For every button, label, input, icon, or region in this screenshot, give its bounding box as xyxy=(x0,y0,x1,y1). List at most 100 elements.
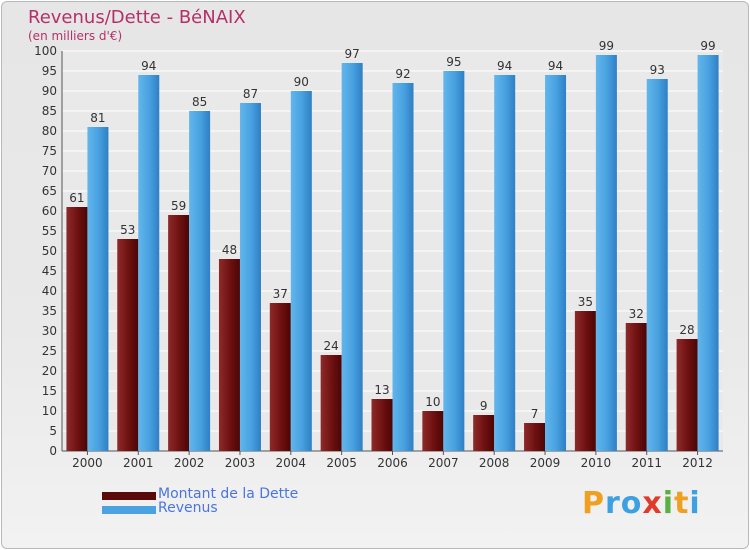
data-label-debt: 59 xyxy=(171,199,186,213)
bar-revenue xyxy=(341,63,363,451)
y-tick-label: 80 xyxy=(42,124,57,138)
chart-title: Revenus/Dette - BéNAIX xyxy=(28,7,246,28)
data-label-revenue: 90 xyxy=(294,75,309,89)
bar-revenue xyxy=(392,83,414,451)
x-tick-label: 2010 xyxy=(581,456,612,470)
x-tick-label: 2005 xyxy=(326,456,357,470)
logo-letter: i xyxy=(689,486,701,521)
y-tick-label: 95 xyxy=(42,64,57,78)
data-label-revenue: 99 xyxy=(700,39,715,53)
y-tick-label: 65 xyxy=(42,184,57,198)
data-label-revenue: 92 xyxy=(395,67,410,81)
x-tick-label: 2009 xyxy=(530,456,561,470)
bar-debt xyxy=(269,303,291,451)
data-label-debt: 53 xyxy=(120,223,135,237)
logo-letter: o xyxy=(620,486,643,521)
bar-debt xyxy=(625,323,647,451)
y-tick-label: 5 xyxy=(49,424,57,438)
bar-debt xyxy=(574,311,596,451)
y-tick-label: 60 xyxy=(42,204,57,218)
logo-letter: x xyxy=(642,486,663,521)
y-tick-label: 25 xyxy=(42,344,57,358)
y-tick-label: 30 xyxy=(42,324,57,338)
data-label-debt: 37 xyxy=(273,287,288,301)
x-tick-label: 2012 xyxy=(682,456,713,470)
bar-debt xyxy=(676,339,698,451)
data-label-revenue: 81 xyxy=(90,111,105,125)
data-label-debt: 28 xyxy=(679,323,694,337)
bar-revenue xyxy=(697,55,719,451)
data-label-revenue: 87 xyxy=(243,87,258,101)
y-tick-label: 85 xyxy=(42,104,57,118)
bar-revenue xyxy=(189,111,211,451)
bar-debt xyxy=(422,411,444,451)
data-label-revenue: 99 xyxy=(599,39,614,53)
y-tick-label: 35 xyxy=(42,304,57,318)
legend-swatch-debt xyxy=(102,492,156,500)
x-tick-label: 2003 xyxy=(225,456,256,470)
x-tick-label: 2000 xyxy=(72,456,103,470)
bar-debt xyxy=(320,355,342,451)
y-tick-label: 90 xyxy=(42,84,57,98)
y-tick-label: 50 xyxy=(42,244,57,258)
data-label-debt: 48 xyxy=(222,243,237,257)
bar-revenue xyxy=(494,75,516,451)
bar-debt xyxy=(524,423,546,451)
bar-debt xyxy=(218,259,240,451)
bar-debt xyxy=(168,215,190,451)
y-tick-label: 70 xyxy=(42,164,57,178)
bar-revenue xyxy=(545,75,567,451)
logo-letter: r xyxy=(605,486,621,521)
y-tick-label: 75 xyxy=(42,144,57,158)
data-label-debt: 9 xyxy=(480,399,488,413)
data-label-revenue: 94 xyxy=(141,59,156,73)
logo-letter: t xyxy=(674,486,690,521)
bar-revenue xyxy=(239,103,261,451)
data-label-revenue: 85 xyxy=(192,95,207,109)
data-label-revenue: 94 xyxy=(548,59,563,73)
y-tick-label: 20 xyxy=(42,364,57,378)
data-label-revenue: 95 xyxy=(446,55,461,69)
bar-debt xyxy=(371,399,393,451)
data-label-debt: 10 xyxy=(425,395,440,409)
legend-label-revenue: Revenus xyxy=(158,500,218,516)
legend-label-debt: Montant de la Dette xyxy=(158,486,299,502)
y-tick-label: 15 xyxy=(42,384,57,398)
data-label-debt: 24 xyxy=(324,339,339,353)
logo-letter: i xyxy=(662,486,675,521)
bar-revenue xyxy=(443,71,465,451)
x-tick-label: 2001 xyxy=(123,456,154,470)
y-tick-label: 55 xyxy=(42,224,57,238)
bar-revenue xyxy=(595,55,617,451)
y-tick-label: 45 xyxy=(42,264,57,278)
data-label-debt: 32 xyxy=(629,307,644,321)
y-tick-label: 0 xyxy=(49,444,57,458)
proxiti-logo: Proxiti xyxy=(582,486,701,521)
y-tick-label: 100 xyxy=(34,44,57,58)
legend-swatch-revenue xyxy=(102,506,156,514)
bar-revenue xyxy=(290,91,312,451)
y-tick-label: 10 xyxy=(42,404,57,418)
y-tick-label: 40 xyxy=(42,284,57,298)
bar-debt xyxy=(473,415,495,451)
x-tick-label: 2004 xyxy=(276,456,307,470)
data-label-debt: 13 xyxy=(374,383,389,397)
bar-revenue xyxy=(87,127,109,451)
x-tick-label: 2008 xyxy=(479,456,510,470)
x-tick-label: 2007 xyxy=(428,456,459,470)
x-tick-label: 2006 xyxy=(377,456,408,470)
chart-subtitle: (en milliers d'€) xyxy=(28,29,123,43)
data-label-debt: 7 xyxy=(531,407,539,421)
logo-letter: P xyxy=(582,486,605,521)
bar-revenue xyxy=(646,79,668,451)
x-tick-label: 2002 xyxy=(174,456,205,470)
data-label-debt: 35 xyxy=(578,295,593,309)
data-label-revenue: 94 xyxy=(497,59,512,73)
bar-debt xyxy=(117,239,139,451)
data-label-debt: 61 xyxy=(69,191,84,205)
data-label-revenue: 93 xyxy=(650,63,665,77)
bar-debt xyxy=(66,207,88,451)
x-tick-label: 2011 xyxy=(631,456,662,470)
